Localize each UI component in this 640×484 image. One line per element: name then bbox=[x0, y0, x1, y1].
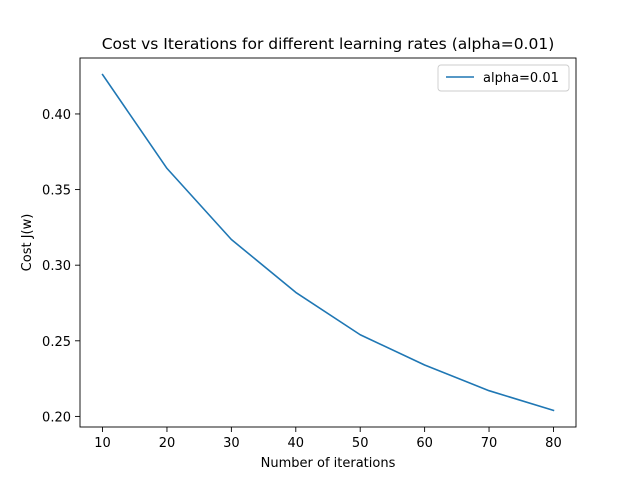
y-tick-label: 0.40 bbox=[42, 108, 71, 123]
x-tick-label: 50 bbox=[352, 436, 369, 451]
x-tick-label: 30 bbox=[223, 436, 240, 451]
x-axis: 10 20 30 40 50 60 70 80 bbox=[94, 427, 562, 451]
y-tick-label: 0.35 bbox=[42, 184, 71, 199]
x-axis-label: Number of iterations bbox=[261, 456, 396, 471]
y-tick-label: 0.30 bbox=[42, 259, 71, 274]
x-tick-label: 80 bbox=[545, 436, 562, 451]
legend-label: alpha=0.01 bbox=[483, 71, 559, 86]
y-tick-label: 0.20 bbox=[42, 410, 71, 425]
legend: alpha=0.01 bbox=[437, 64, 570, 92]
y-tick-label: 0.25 bbox=[42, 335, 71, 350]
x-tick-label: 60 bbox=[416, 436, 433, 451]
plot-area bbox=[80, 58, 576, 427]
y-axis-label: Cost J(w) bbox=[20, 214, 35, 272]
x-tick-label: 70 bbox=[481, 436, 498, 451]
x-tick-label: 20 bbox=[159, 436, 176, 451]
y-axis: 0.20 0.25 0.30 0.35 0.40 bbox=[42, 108, 80, 425]
x-tick-label: 10 bbox=[94, 436, 111, 451]
series-line-alpha-0.01 bbox=[101, 73, 555, 412]
legend-box bbox=[437, 64, 570, 92]
x-tick-label: 40 bbox=[288, 436, 305, 451]
plot-frame bbox=[79, 57, 577, 428]
chart-title: Cost vs Iterations for different learnin… bbox=[102, 35, 555, 53]
